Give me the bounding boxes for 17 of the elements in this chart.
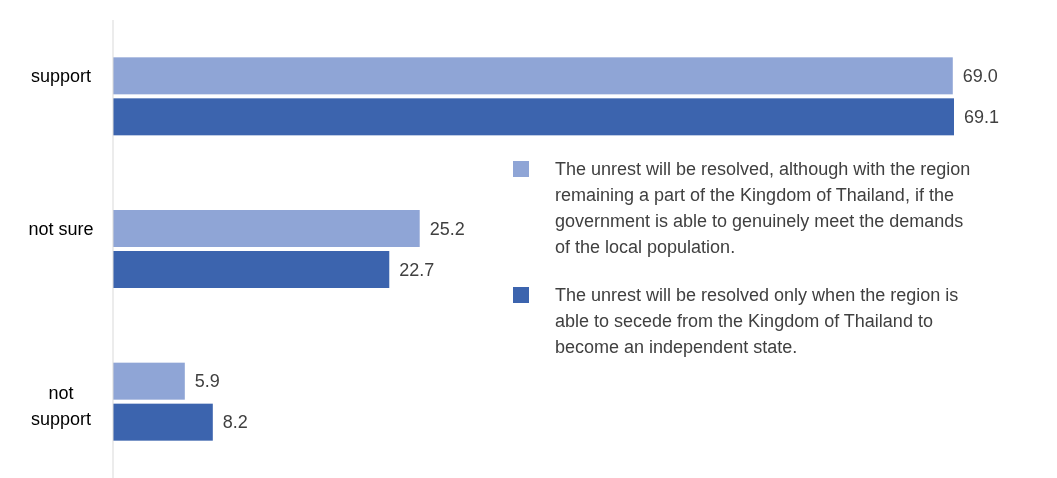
bar [113,362,185,400]
bar [113,251,390,288]
legend-label: The unrest will be resolved, although with the region remaining a part of the Kingdom of Thailand, if the government is able to genuinely meet the demands of the local population. [555,159,971,258]
bar [113,403,213,441]
data-label: 8.2 [222,412,248,433]
legend-label: The unrest will be resolved only when the region is able to secede from the Kingdom of Thailand to become an independent state. [555,285,959,358]
data-label: 25.2 [429,218,465,239]
data-label: 5.9 [194,371,220,392]
bar [113,98,954,136]
bar [113,57,953,95]
bar [113,210,420,247]
y-tick-label: support [30,66,92,87]
y-tick-label: not support [30,383,92,430]
data-label: 69.0 [962,66,998,87]
y-tick-label: not sure [28,218,94,239]
data-label: 69.1 [964,107,1000,128]
data-label: 22.7 [399,259,435,280]
